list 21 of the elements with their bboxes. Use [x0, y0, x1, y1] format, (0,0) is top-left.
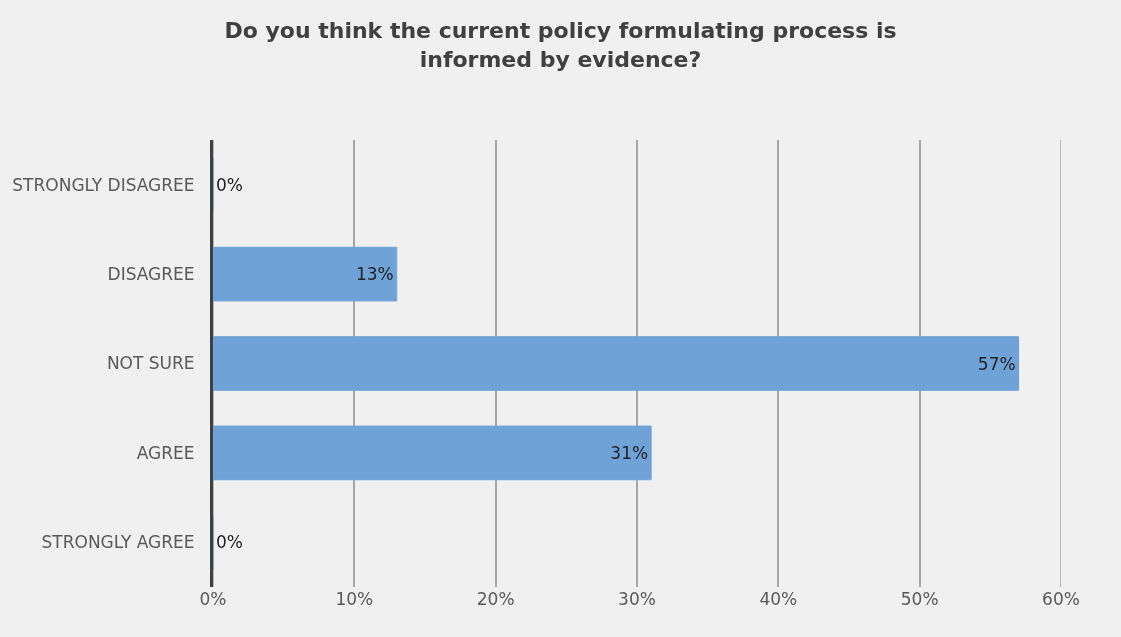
x-tick-label: 10%	[335, 589, 374, 609]
data-label: 0%	[216, 174, 243, 195]
bar	[213, 425, 652, 481]
x-tick-label: 60%	[1042, 589, 1080, 609]
data-label: 57%	[977, 353, 1016, 374]
x-tick-label: 0%	[199, 589, 227, 609]
x-tick-label: 30%	[618, 589, 656, 609]
x-tick-label: 20%	[476, 589, 515, 609]
y-tick-label: STRONGLY DISAGREE	[12, 174, 195, 195]
data-label: 13%	[355, 264, 394, 285]
x-tick-label: 40%	[759, 589, 798, 609]
y-tick-label: AGREE	[136, 442, 195, 463]
data-label: 31%	[610, 442, 649, 463]
y-tick-label: DISAGREE	[107, 264, 195, 285]
y-tick-label: NOT SURE	[106, 353, 195, 374]
chart-title: Do you think the current policy formulating process is informed by evidence?	[224, 18, 897, 72]
bar	[213, 246, 398, 302]
bar	[213, 336, 1020, 391]
y-tick-label: STRONGLY AGREE	[41, 532, 195, 553]
x-tick-label: 50%	[900, 589, 939, 609]
data-label: 0%	[216, 532, 243, 553]
